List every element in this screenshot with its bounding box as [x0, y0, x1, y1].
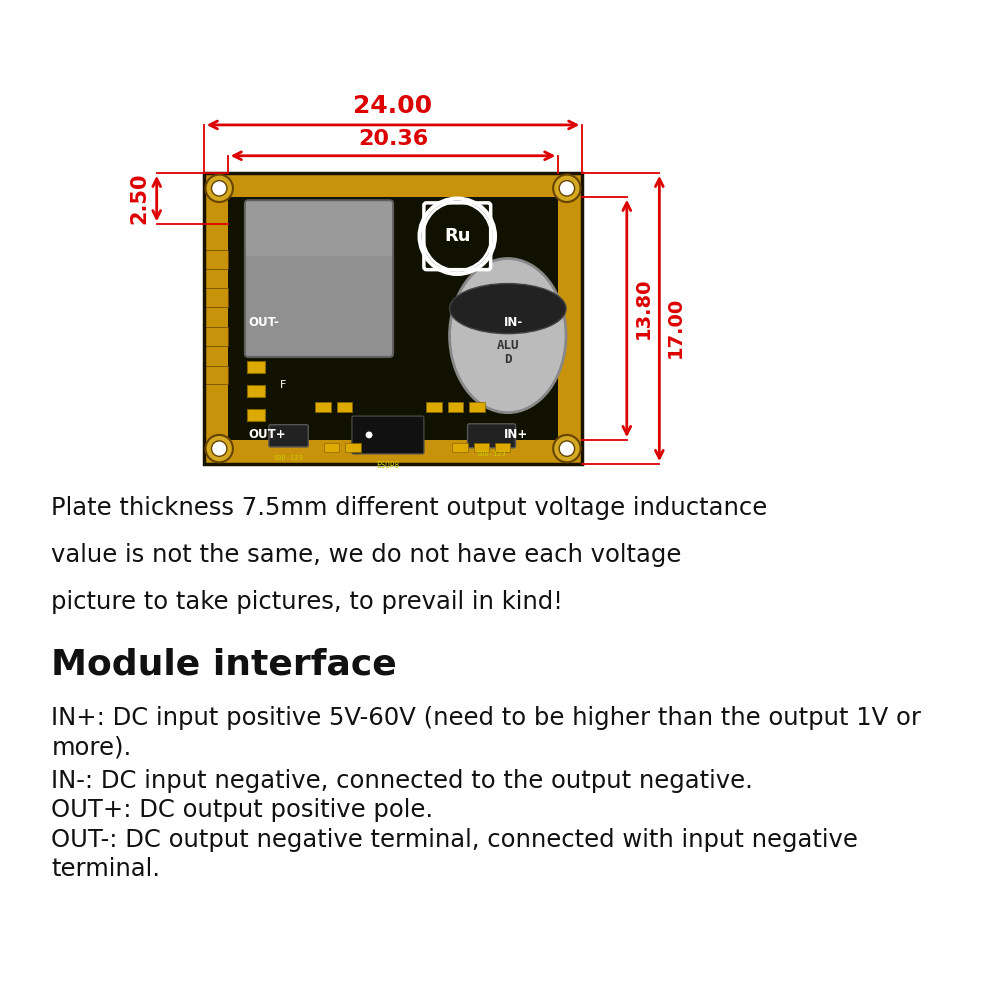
- Bar: [337, 402, 352, 412]
- Circle shape: [559, 441, 575, 456]
- Circle shape: [206, 435, 233, 462]
- Bar: [452, 443, 468, 452]
- Bar: [345, 443, 361, 452]
- FancyBboxPatch shape: [269, 425, 308, 447]
- Bar: [204, 288, 228, 307]
- Text: 2.50: 2.50: [130, 173, 150, 224]
- Text: 24.00: 24.00: [353, 94, 433, 118]
- Text: IN+: DC input positive 5V-60V (need to be higher than the output 1V or: IN+: DC input positive 5V-60V (need to b…: [51, 706, 921, 730]
- Text: IN+: IN+: [504, 428, 528, 441]
- Text: Module interface: Module interface: [51, 647, 397, 681]
- Text: OUT-: DC output negative terminal, connected with input negative: OUT-: DC output negative terminal, conne…: [51, 828, 858, 852]
- Circle shape: [212, 181, 227, 196]
- Bar: [448, 402, 463, 412]
- Text: picture to take pictures, to prevail in kind!: picture to take pictures, to prevail in …: [51, 590, 563, 614]
- FancyBboxPatch shape: [245, 200, 393, 357]
- Bar: [204, 250, 228, 269]
- Bar: [495, 443, 510, 452]
- Text: Plate thickness 7.5mm different output voltage inductance: Plate thickness 7.5mm different output v…: [51, 496, 768, 520]
- Bar: [426, 402, 442, 412]
- Text: 13.80: 13.80: [634, 277, 653, 339]
- Circle shape: [212, 441, 227, 456]
- Text: terminal.: terminal.: [51, 857, 160, 881]
- FancyBboxPatch shape: [246, 201, 392, 256]
- Text: F: F: [280, 380, 287, 390]
- Text: OUT-: OUT-: [248, 316, 279, 329]
- Text: OUT+: OUT+: [248, 428, 286, 441]
- Circle shape: [366, 431, 372, 438]
- Text: 20.36: 20.36: [358, 129, 428, 149]
- Bar: [247, 409, 265, 421]
- Text: IN-: IN-: [504, 316, 523, 329]
- Bar: [315, 402, 331, 412]
- FancyBboxPatch shape: [204, 173, 582, 464]
- FancyBboxPatch shape: [424, 203, 491, 270]
- Text: 17.00: 17.00: [666, 296, 685, 358]
- Circle shape: [206, 175, 233, 202]
- Text: value is not the same, we do not have each voltage: value is not the same, we do not have ea…: [51, 543, 682, 567]
- Bar: [204, 366, 228, 384]
- Text: more).: more).: [51, 735, 132, 759]
- Text: IN-: DC input negative, connected to the output negative.: IN-: DC input negative, connected to the…: [51, 769, 753, 793]
- Bar: [324, 443, 339, 452]
- Circle shape: [553, 435, 581, 462]
- Ellipse shape: [450, 259, 566, 413]
- Circle shape: [559, 181, 575, 196]
- Text: ALU: ALU: [497, 339, 519, 352]
- Bar: [469, 402, 485, 412]
- Bar: [247, 361, 265, 373]
- Ellipse shape: [450, 284, 566, 334]
- Text: SOD-123: SOD-123: [274, 455, 303, 461]
- Text: ESOP8: ESOP8: [376, 461, 399, 470]
- Bar: [228, 197, 558, 440]
- FancyBboxPatch shape: [468, 424, 515, 448]
- Text: SOD-123: SOD-123: [477, 451, 506, 457]
- Circle shape: [553, 175, 581, 202]
- Bar: [247, 385, 265, 397]
- Text: D: D: [504, 353, 512, 366]
- Bar: [204, 327, 228, 346]
- FancyBboxPatch shape: [352, 416, 424, 454]
- Text: Ru: Ru: [444, 227, 471, 245]
- Bar: [474, 443, 489, 452]
- Text: OUT+: DC output positive pole.: OUT+: DC output positive pole.: [51, 798, 434, 822]
